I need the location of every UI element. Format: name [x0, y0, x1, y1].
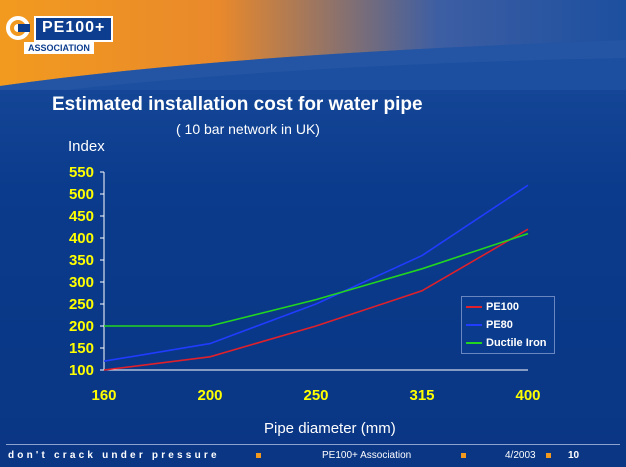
x-tick-label: 160: [91, 387, 116, 404]
footer-org: PE100+ Association: [322, 450, 412, 461]
footer-bullet-icon: [546, 453, 551, 458]
logo-swirl-icon: [6, 16, 30, 40]
y-tick-label: 500: [69, 186, 94, 203]
legend-label-pe100: PE100: [486, 301, 520, 313]
header-banner: [0, 0, 626, 90]
footer: don't crack under pressure PE100+ Associ…: [0, 444, 626, 467]
legend-swatch-pe100: [466, 306, 482, 308]
x-tick-label: 200: [197, 387, 222, 404]
logo-subtext: ASSOCIATION: [24, 42, 94, 54]
footer-tagline: don't crack under pressure: [8, 450, 220, 461]
y-tick-label: 250: [69, 296, 94, 313]
series-line-pe100: [103, 228, 529, 371]
footer-divider: [6, 444, 620, 445]
y-tick-label: 100: [69, 362, 94, 379]
chart-subtitle: ( 10 bar network in UK): [176, 121, 320, 137]
x-axis-label: Pipe diameter (mm): [264, 420, 396, 437]
legend-item-ductile-iron: Ductile Iron: [466, 335, 554, 351]
y-tick-label: 350: [69, 252, 94, 269]
series-line-pe80: [103, 184, 529, 362]
y-tick-label: 450: [69, 208, 94, 225]
y-tick-label: 150: [69, 340, 94, 357]
y-tick-label: 300: [69, 274, 94, 291]
line-chart: 100 150 200 250 300 350 400 450 500 550 160 200 250 3…: [69, 164, 541, 404]
legend-item-pe100: PE100: [466, 299, 554, 315]
series-line-ductile-iron: [104, 232, 529, 327]
footer-date: 4/2003: [505, 450, 536, 461]
y-axis-label: Index: [68, 138, 105, 155]
y-tick-label: 550: [69, 164, 94, 181]
x-tick-label: 400: [515, 387, 540, 404]
legend: PE100 PE80 Ductile Iron: [461, 296, 555, 354]
legend-label-pe80: PE80: [486, 319, 513, 331]
footer-bullet-icon: [461, 453, 466, 458]
legend-item-pe80: PE80: [466, 317, 554, 333]
logo: PE100+ ASSOCIATION: [6, 16, 146, 60]
legend-swatch-ductile-iron: [466, 342, 482, 344]
x-tick-label: 315: [409, 387, 434, 404]
y-tick-label: 200: [69, 318, 94, 335]
y-tick-label: 400: [69, 230, 94, 247]
logo-text: PE100+: [34, 16, 114, 42]
legend-swatch-pe80: [466, 324, 482, 326]
footer-page-number: 10: [568, 450, 580, 461]
x-tick-label: 250: [303, 387, 328, 404]
legend-label-ductile-iron: Ductile Iron: [486, 337, 547, 349]
footer-bullet-icon: [256, 453, 261, 458]
chart-title: Estimated installation cost for water pi…: [52, 94, 423, 115]
